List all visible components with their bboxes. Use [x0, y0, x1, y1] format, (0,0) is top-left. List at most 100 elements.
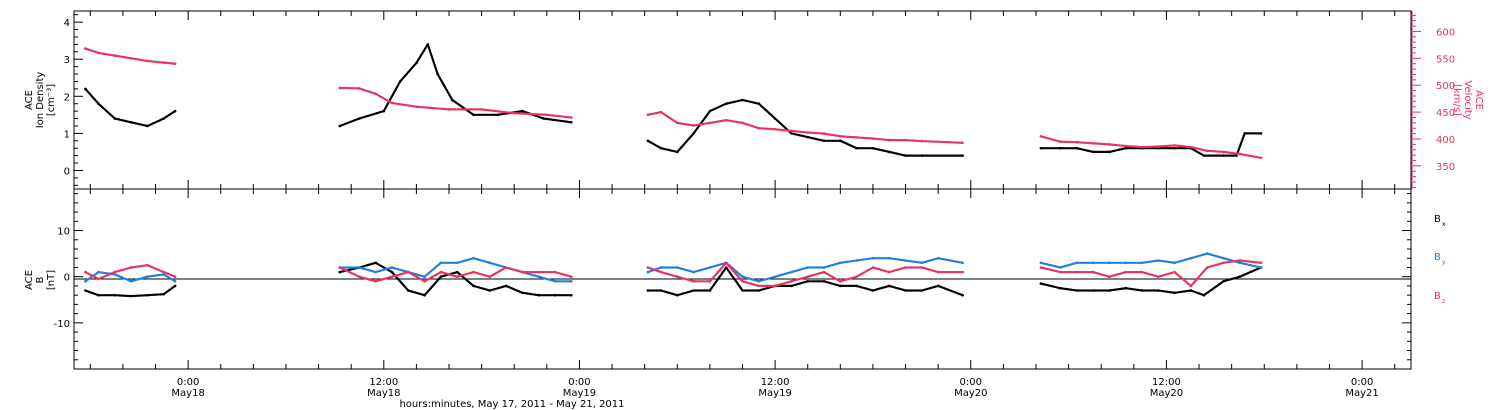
b-by-series-point: [1039, 261, 1043, 265]
b-bz-series-point: [822, 270, 826, 274]
velocity-series-point: [146, 59, 149, 63]
b-bz-series-point: [570, 275, 573, 279]
velocity-series-point: [1259, 156, 1263, 160]
density-series-point: [806, 135, 809, 139]
velocity-series-point: [1222, 150, 1225, 154]
velocity-tick-label: 550: [1436, 54, 1455, 65]
b-bx-series-point: [757, 289, 761, 292]
b-by-series-point: [423, 275, 426, 279]
velocity-series-point: [480, 108, 483, 111]
density-series-point: [496, 113, 500, 117]
velocity-series-point: [904, 138, 907, 142]
b-bz-series-point: [724, 261, 728, 265]
b-bz-series-point: [113, 270, 117, 274]
velocity-series-point: [806, 131, 809, 134]
density-series-point: [1202, 154, 1206, 157]
b-bx-series-point: [1140, 289, 1144, 292]
legend-bz-sub: z: [1442, 298, 1445, 305]
b-by-series-point: [1222, 256, 1225, 260]
density-series-point: [692, 132, 695, 135]
b-bx-series-point: [1189, 289, 1193, 292]
velocity-series-point: [512, 111, 516, 115]
bottom-ylabel-line2: B: [35, 276, 46, 283]
b-bz-series-point: [97, 277, 100, 281]
b-bx-series-point: [741, 289, 744, 292]
b-bz-series-point: [423, 280, 426, 283]
b-by-series-point: [472, 256, 475, 260]
b-bx-series-point: [1124, 286, 1127, 290]
b-bx-series-point: [1039, 282, 1043, 285]
b-bz-series-point: [472, 270, 475, 274]
velocity-series-point: [1124, 144, 1127, 148]
b-by-series-point: [1259, 266, 1263, 269]
b-bx-series-point: [162, 292, 165, 296]
b-bx-series-point: [537, 293, 540, 297]
density-series-point: [724, 102, 728, 105]
velocity-series-point: [920, 139, 924, 143]
density-series-point: [84, 87, 87, 91]
density-series-point: [887, 150, 891, 154]
b-by-series-point: [173, 280, 177, 283]
b-bx-series-point: [570, 293, 573, 297]
velocity-series-point: [1059, 140, 1062, 143]
legend-bz: B z: [1434, 291, 1445, 305]
b-bz-series-point: [1189, 284, 1193, 288]
b-bz-series-point: [537, 270, 540, 274]
b-bz-series-point: [129, 266, 133, 269]
b-bz-series-point: [920, 266, 924, 269]
b-bx-series-point: [887, 284, 891, 288]
b-bx-series-point: [113, 293, 117, 297]
b-by-series-point: [822, 266, 826, 269]
b-bx-series-point: [439, 275, 443, 279]
b-by-series-point: [920, 261, 924, 265]
b-bz-series-point: [1222, 261, 1225, 265]
b-bz-series-point: [1173, 270, 1176, 274]
b-by-series-point: [904, 259, 907, 262]
b-by-series-point: [1091, 261, 1095, 265]
density-series-point: [646, 139, 650, 143]
b-bx-series-point: [659, 289, 663, 292]
density-series-point: [173, 109, 177, 113]
velocity-series: [84, 47, 177, 65]
density-series-point: [415, 61, 418, 65]
b-bz-series-point: [961, 270, 964, 274]
velocity-series-point: [961, 141, 964, 145]
density-series-point: [570, 121, 573, 124]
b-bx-series-point: [488, 289, 492, 292]
top-left-ylabel-line1: ACE: [24, 90, 35, 110]
b-bx-series-point: [455, 270, 459, 274]
b-by-series-point: [708, 266, 712, 269]
velocity-series: [646, 111, 964, 144]
b-bz-series-point: [692, 280, 695, 283]
velocity-tick-label: 450: [1436, 108, 1455, 119]
x-tick-label-time: 0:00: [177, 377, 199, 388]
density-series-point: [790, 132, 793, 135]
velocity-series-point: [390, 101, 394, 105]
velocity-series-point: [1189, 145, 1193, 149]
b-by-series-point: [146, 275, 149, 279]
density-series-point: [1222, 154, 1225, 157]
b-bx-series-point: [1108, 289, 1111, 292]
density-tick-label: 3: [64, 55, 70, 66]
b-bx-series-point: [1202, 293, 1206, 297]
b-by-series-point: [1124, 261, 1127, 265]
b-bz-series-point: [806, 275, 809, 279]
velocity-series-point: [887, 138, 891, 142]
b-by-series: [646, 257, 964, 283]
b-bz-series-point: [173, 275, 177, 279]
x-tick-label-time: 12:00: [369, 377, 398, 388]
density-series-point: [1243, 132, 1246, 135]
velocity-series-point: [415, 105, 418, 108]
density-series-point: [426, 43, 430, 46]
density-series-point: [1108, 150, 1111, 154]
b-bz-series-point: [338, 266, 342, 269]
b-bz-series-point: [1205, 266, 1209, 269]
x-tick-label-date: May20: [1150, 388, 1183, 399]
b-bz-series-point: [1091, 270, 1095, 274]
b-bz-series-point: [1157, 275, 1160, 279]
b-bx-series-point: [504, 284, 508, 288]
legend-bx-sub: x: [1442, 221, 1446, 228]
b-by-series-point: [676, 266, 679, 269]
legend-bx-label: B: [1434, 214, 1441, 225]
b-bz-series-point: [757, 284, 761, 288]
